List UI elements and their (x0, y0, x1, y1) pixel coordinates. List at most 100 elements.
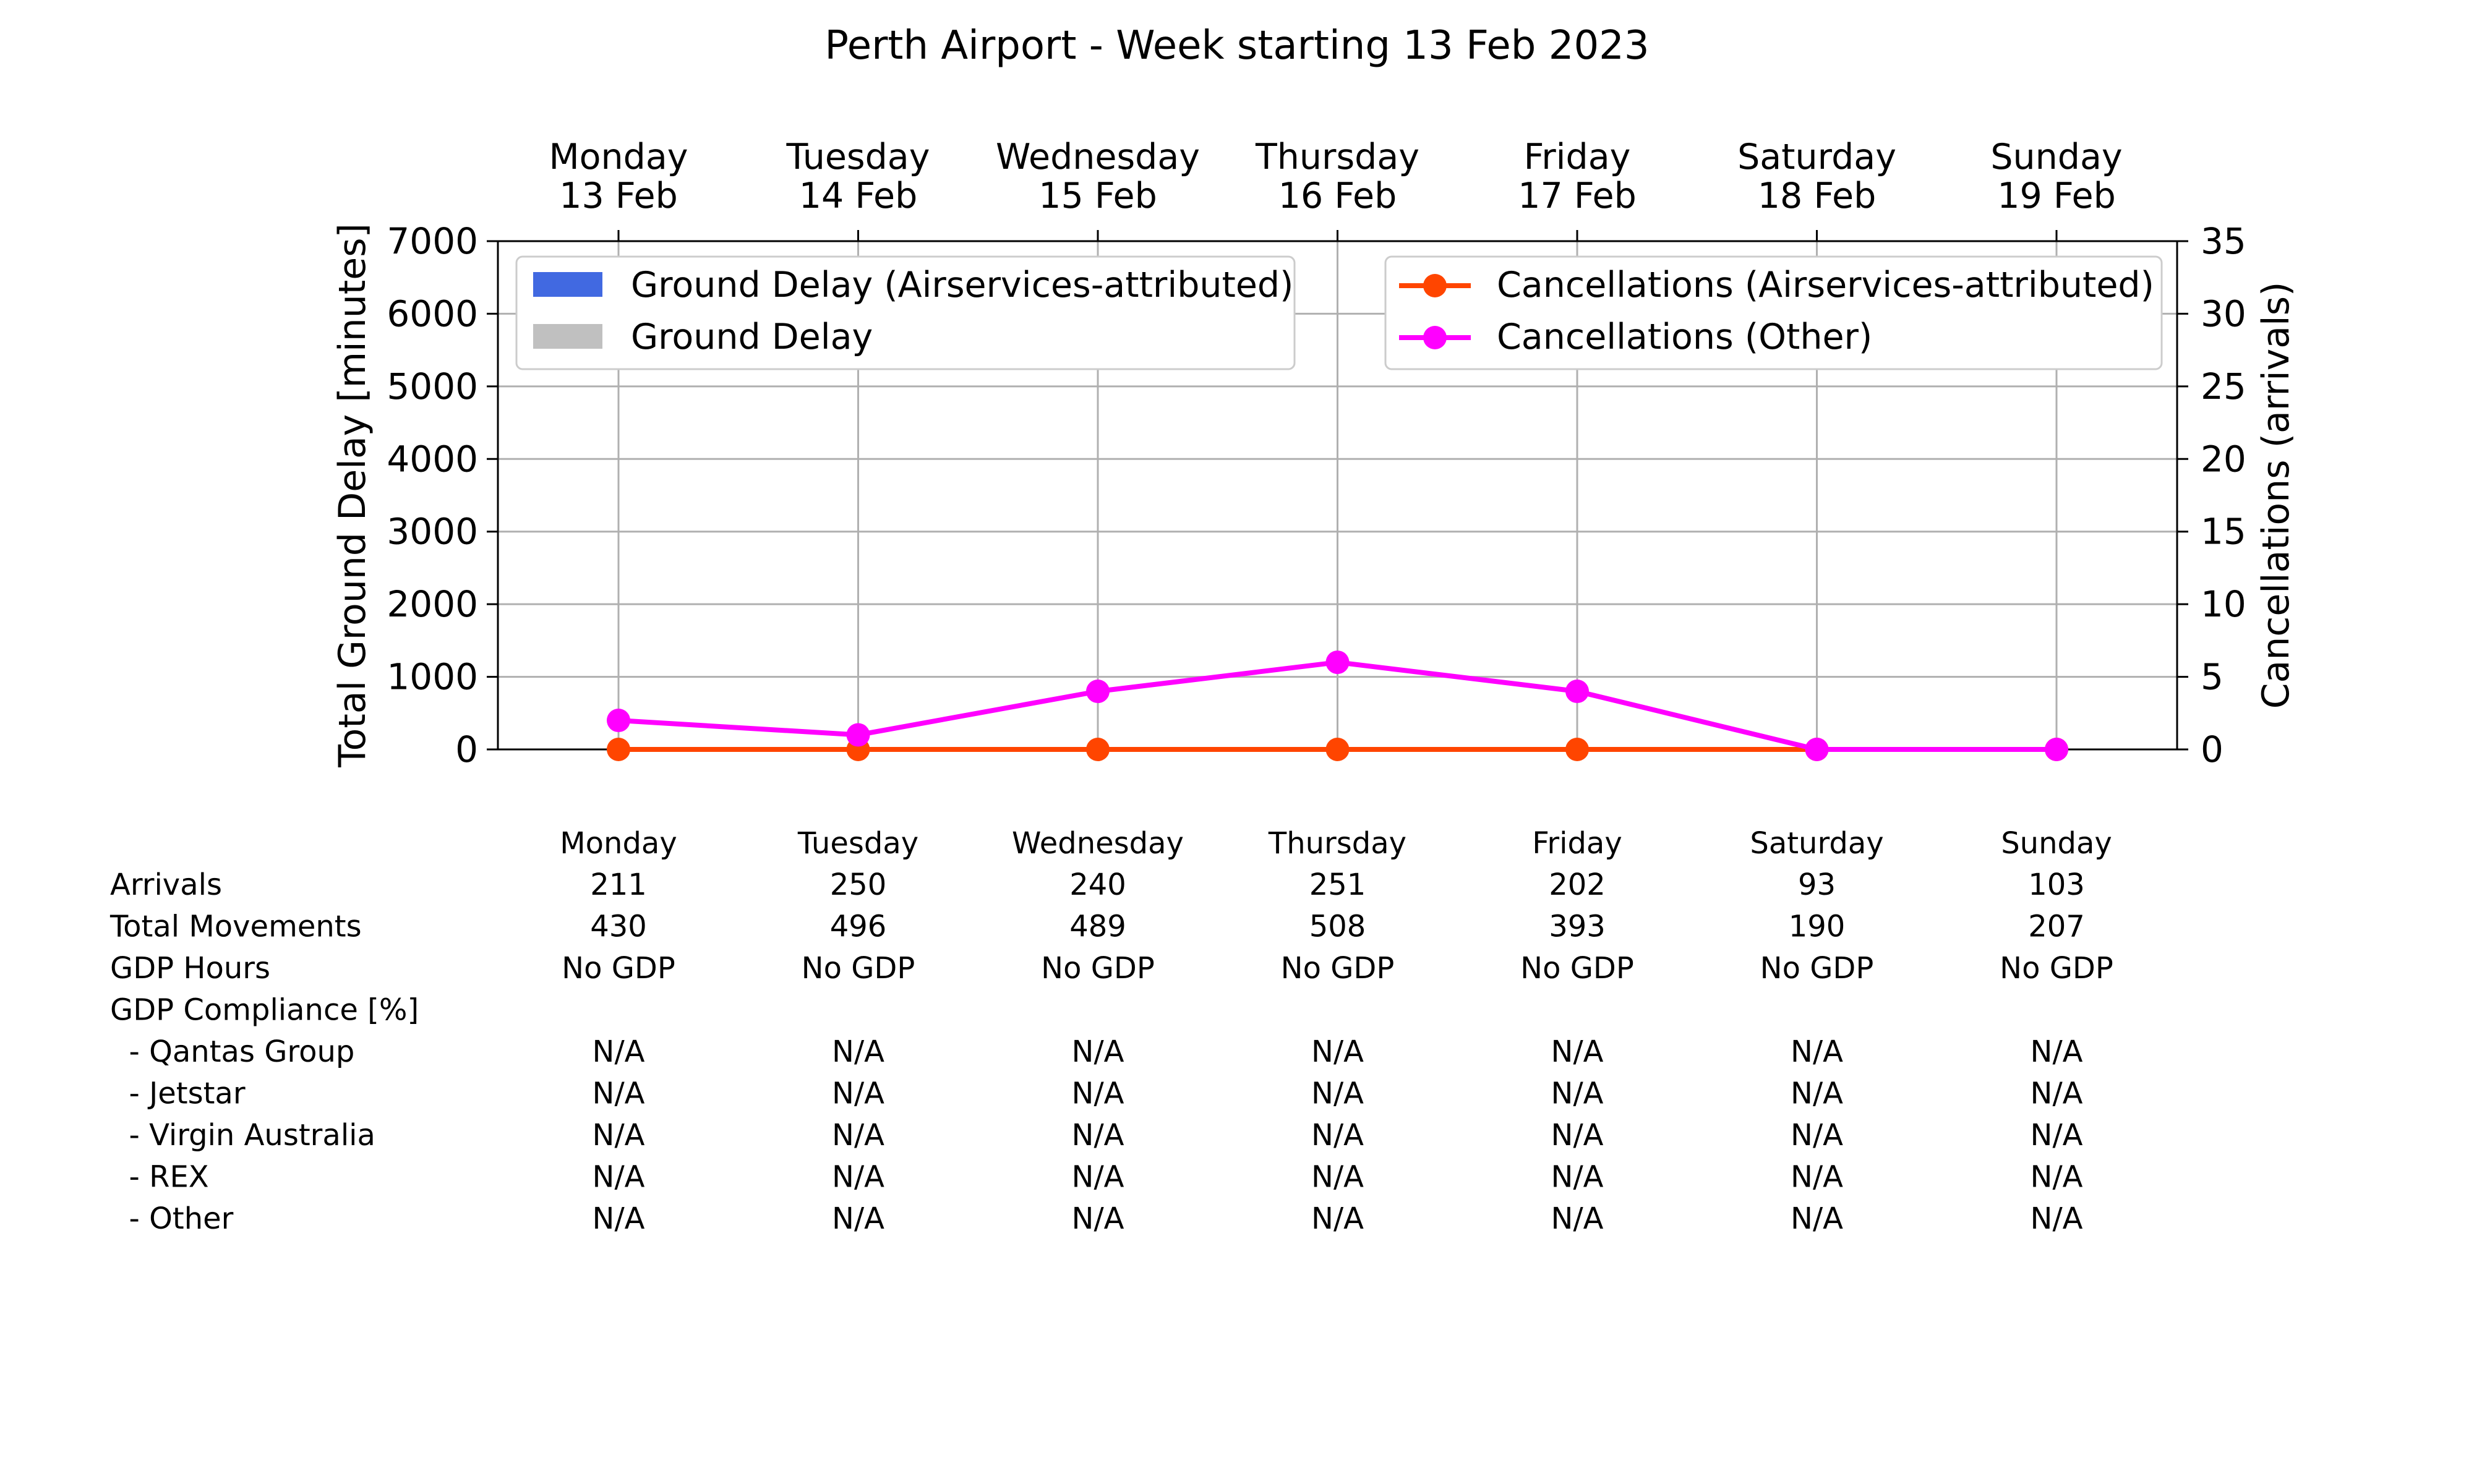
table-cell: N/A (1551, 1118, 1604, 1153)
table-cell: 103 (2028, 868, 2085, 902)
table-cell: N/A (832, 1118, 884, 1153)
line-point-1-5 (1805, 738, 1829, 761)
left-tick-label: 6000 (387, 292, 478, 335)
table-cell: N/A (1551, 1201, 1604, 1236)
table-cell: 211 (590, 868, 647, 902)
legend-marker-1 (1423, 326, 1447, 349)
table-cell: N/A (2031, 1160, 2083, 1195)
table-cell: 250 (830, 868, 887, 902)
table-cell: N/A (1791, 1160, 1843, 1195)
left-y-axis: 0 1000 2000 3000 4000 5000 6000 7000 (387, 220, 498, 770)
table-cell: N/A (832, 1201, 884, 1236)
table-row-label: Total Movements (109, 910, 362, 944)
table-cell: N/A (2031, 1034, 2083, 1069)
table-column-header: Wednesday (1012, 826, 1184, 861)
top-tick-label-date: 19 Feb (1997, 176, 2116, 216)
table-cell: N/A (1072, 1077, 1124, 1111)
table-cell: N/A (593, 1077, 645, 1111)
summary-table: Monday Tuesday Wednesday Thursday Friday Satu… (109, 826, 2113, 1236)
right-tick-label: 35 (2201, 220, 2246, 262)
table-column-header: Sunday (2001, 826, 2112, 861)
legend-label-0: Ground Delay (Airservices-attributed) (631, 265, 1293, 305)
top-tick-label-date: 18 Feb (1758, 176, 1877, 216)
table-cell: No GDP (1041, 951, 1155, 986)
table-cell: N/A (1311, 1118, 1364, 1153)
table-cell: N/A (1311, 1160, 1364, 1195)
top-tick-label-date: 13 Feb (559, 176, 678, 216)
left-tick-label: 2000 (387, 583, 478, 625)
table-row-label: - Jetstar (110, 1077, 246, 1111)
table-cell: N/A (1791, 1201, 1843, 1236)
table-cell: 496 (830, 910, 887, 944)
table-cell: N/A (1551, 1077, 1604, 1111)
right-tick-label: 0 (2201, 728, 2224, 770)
table-cell: N/A (832, 1034, 884, 1069)
left-tick-label: 5000 (387, 365, 478, 407)
left-tick-label: 0 (455, 728, 478, 770)
table-cell: 202 (1549, 868, 1606, 902)
left-tick-label: 1000 (387, 656, 478, 698)
table-row-label: Arrivals (110, 868, 222, 902)
top-tick-label-day: Thursday (1255, 137, 1419, 177)
line-point-1-2 (1086, 680, 1110, 704)
top-tick-label-day: Friday (1524, 137, 1631, 177)
table-cell: N/A (832, 1077, 884, 1111)
table-cell: No GDP (1760, 951, 1874, 986)
legend-label-1: Ground Delay (631, 317, 873, 357)
table-cell: N/A (1311, 1034, 1364, 1069)
line-point-0-0 (607, 738, 630, 761)
right-tick-label: 5 (2201, 656, 2224, 698)
table-row-label: - Virgin Australia (110, 1118, 375, 1153)
left-axis-label: Total Ground Delay [minutes] (331, 223, 374, 768)
top-tick-label-date: 14 Feb (799, 176, 918, 216)
line-point-0-2 (1086, 738, 1110, 761)
top-tick-label-day: Tuesday (786, 137, 930, 177)
table-cell: 508 (1309, 910, 1366, 944)
legend-right-box (1384, 255, 2163, 370)
table-cell: 393 (1549, 910, 1606, 944)
line-point-1-4 (1565, 680, 1589, 704)
table-column-header: Friday (1532, 826, 1622, 861)
table-cell: N/A (1551, 1160, 1604, 1195)
table-cell: N/A (1791, 1077, 1843, 1111)
table-cell: 240 (1069, 868, 1126, 902)
table-cell: N/A (2031, 1201, 2083, 1236)
right-y-axis: 0 5 10 15 20 25 30 35 (2177, 220, 2246, 770)
right-tick-label: 15 (2201, 511, 2246, 553)
table-cell: N/A (593, 1034, 645, 1069)
line-point-1-3 (1325, 650, 1350, 675)
right-tick-label: 30 (2201, 292, 2246, 335)
legend-line-label-0: Cancellations (Airservices-attributed) (1497, 265, 2154, 305)
table-cell: No GDP (802, 951, 915, 986)
legend-line-label-1: Cancellations (Other) (1497, 317, 1872, 357)
table-row-label: - Qantas Group (110, 1034, 354, 1069)
table-cell: N/A (1072, 1160, 1124, 1195)
table-cell: No GDP (1520, 951, 1634, 986)
left-tick-label: 3000 (387, 511, 478, 553)
cancellation-lines (607, 650, 2068, 761)
table-column-header: Saturday (1750, 826, 1883, 861)
table-cell: N/A (593, 1160, 645, 1195)
table-cell: 207 (2028, 910, 2085, 944)
left-tick-label: 4000 (387, 438, 478, 480)
table-row-label: - REX (110, 1160, 209, 1195)
table-row-label: GDP Compliance [%] (110, 993, 419, 1028)
table-cell: N/A (593, 1201, 645, 1236)
table-cell: 190 (1789, 910, 1846, 944)
legend-cancellations: Cancellations (Airservices-attributed) Ca… (1384, 255, 2163, 370)
top-tick-label-date: 15 Feb (1038, 176, 1157, 216)
table-cell: No GDP (2000, 951, 2113, 986)
table-cell: N/A (593, 1118, 645, 1153)
table-column-header: Tuesday (797, 826, 918, 861)
line-point-1-6 (2045, 738, 2068, 761)
table-cell: N/A (2031, 1077, 2083, 1111)
right-tick-label: 20 (2201, 438, 2246, 480)
table-cell: 489 (1069, 910, 1126, 944)
table-cell: N/A (1791, 1034, 1843, 1069)
line-point-0-3 (1325, 738, 1350, 761)
top-tick-label-date: 17 Feb (1518, 176, 1637, 216)
legend-ground-delay: Ground Delay (Airservices-attributed) Gro… (515, 255, 1296, 370)
legend-marker-0 (1423, 274, 1447, 297)
table-cell: No GDP (1281, 951, 1395, 986)
chart-title: Perth Airport - Week starting 13 Feb 202… (824, 23, 1649, 69)
